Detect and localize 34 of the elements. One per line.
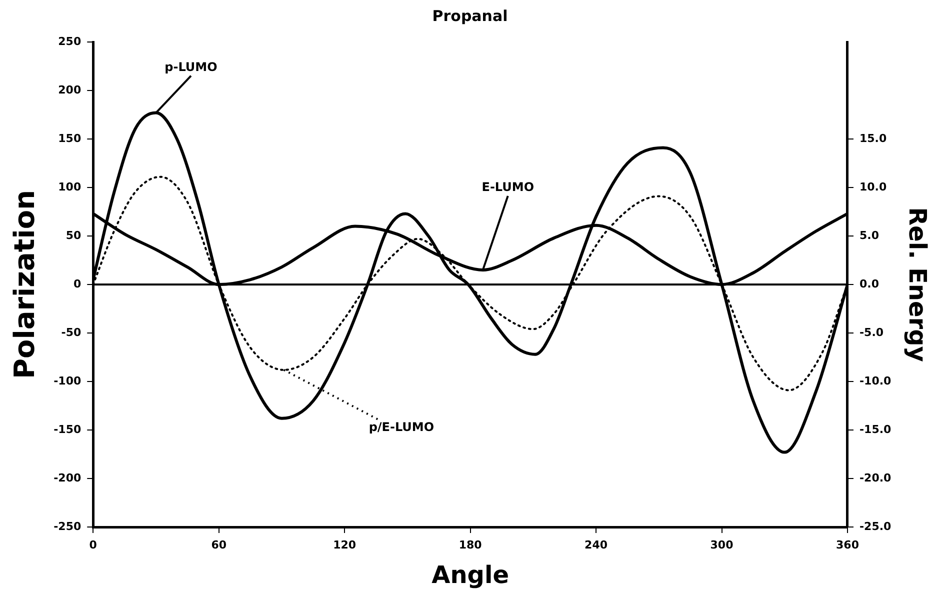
- x-tick-label: 360: [836, 538, 860, 552]
- y-tick-label: -250: [54, 520, 82, 533]
- y2-tick-label: 15.0: [859, 132, 887, 145]
- text: p/E-LUMO: [368, 420, 434, 434]
- x-axis-title: Angle: [432, 560, 509, 589]
- y-tick-label: 50: [66, 228, 82, 242]
- y-tick-label: 100: [58, 180, 82, 194]
- y2-tick-label: 5.0: [859, 228, 880, 242]
- y2-axis-title: Rel. Energy: [903, 207, 932, 362]
- x-tick-label: 60: [211, 538, 227, 552]
- x-tick-label: 240: [584, 538, 608, 552]
- y2-tick-label: -20.0: [859, 471, 892, 484]
- y2-tick-label: 0.0: [859, 277, 880, 290]
- x-tick-label: 180: [458, 538, 482, 552]
- y-tick-label: -200: [54, 471, 82, 484]
- y2-tick-label: -25.0: [859, 520, 892, 533]
- x-tick-label: 120: [333, 538, 356, 552]
- y-tick-label: -100: [54, 374, 82, 388]
- y-axis-title: Polarization: [8, 190, 42, 379]
- text: p-LUMO: [164, 60, 218, 74]
- y-tick-label: -50: [61, 326, 82, 339]
- x-tick-label: 300: [710, 538, 734, 552]
- y-tick-label: 200: [58, 83, 82, 96]
- x-tick-label: 0: [89, 538, 98, 552]
- y2-tick-label: -15.0: [859, 422, 892, 436]
- chart-title: Propanal: [432, 6, 508, 25]
- y-tick-label: 250: [58, 34, 82, 48]
- y2-tick-label: -10.0: [859, 374, 892, 388]
- y-tick-label: 150: [58, 132, 82, 145]
- y2-tick-label: -5.0: [859, 326, 884, 339]
- y-tick-label: -150: [54, 422, 82, 436]
- y-tick-label: 0: [73, 277, 82, 290]
- text: E-LUMO: [482, 180, 534, 194]
- y2-tick-label: 10.0: [859, 180, 887, 194]
